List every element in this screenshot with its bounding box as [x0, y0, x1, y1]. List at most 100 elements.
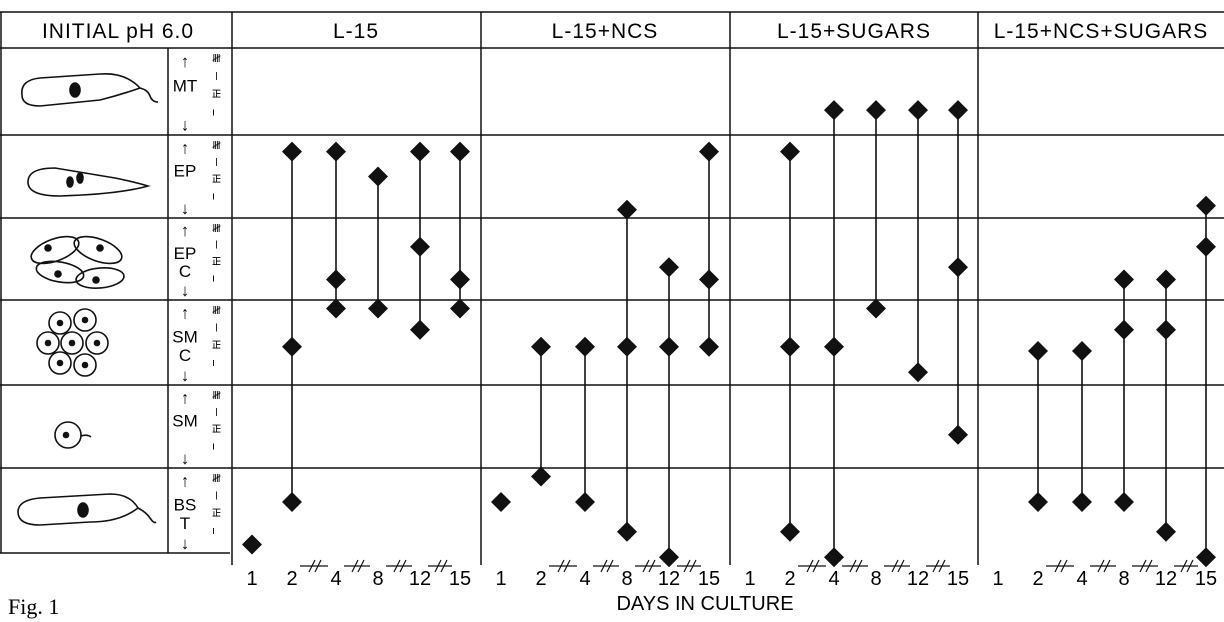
up-arrow-icon: ↑ — [181, 472, 190, 491]
axis-break-mark — [683, 559, 697, 573]
up-arrow-icon: ↑ — [181, 304, 190, 323]
data-point-diamond — [450, 298, 470, 319]
data-point-diamond — [780, 521, 800, 542]
x-tick-label: 12 — [907, 568, 929, 590]
data-point-diamond — [866, 298, 886, 319]
x-tick-label: 15 — [1195, 568, 1217, 590]
bloodstream-trypomastigote-icon — [17, 493, 157, 526]
x-tick-label: 12 — [658, 568, 680, 590]
data-point-diamond — [410, 319, 430, 340]
x-tick-label: 1 — [495, 568, 506, 590]
tally-mark: 𝍷 — [212, 240, 221, 252]
tally-mark: ı — [212, 190, 215, 202]
data-point-diamond — [575, 336, 595, 357]
data-point-diamond — [824, 100, 844, 121]
tally-mark: ı — [212, 106, 215, 118]
tally-mark: 𝍶 — [212, 256, 221, 268]
chart-marks — [242, 100, 1216, 568]
group-header-l15: L-15 — [333, 20, 379, 43]
x-tick-label: 2 — [1032, 568, 1043, 590]
data-point-diamond — [1028, 492, 1048, 512]
stage-subcode: T — [180, 514, 190, 533]
x-tick-label: 1 — [992, 568, 1003, 590]
tally-mark: 𝍷 — [212, 157, 221, 169]
data-point-diamond — [1114, 269, 1134, 290]
data-point-diamond — [531, 336, 551, 357]
data-point-diamond — [242, 534, 262, 555]
data-point-diamond — [699, 336, 719, 357]
data-point-diamond — [410, 236, 430, 257]
data-point-diamond — [659, 336, 679, 357]
data-point-diamond — [1028, 341, 1048, 361]
x-tick-label: 8 — [1118, 568, 1129, 590]
x-tick-label: 1 — [744, 568, 755, 590]
data-point-diamond — [1072, 341, 1092, 361]
sphaeromastigote-cluster-icon — [36, 308, 109, 377]
tally-mark: ı — [212, 525, 215, 537]
axis-break-mark — [600, 559, 614, 573]
down-arrow-icon: ↓ — [181, 449, 190, 468]
data-point-diamond — [948, 100, 968, 121]
data-point-diamond — [824, 547, 844, 568]
data-point-diamond — [617, 336, 637, 357]
tally-mark: 𝍸 — [212, 473, 221, 485]
axis-break-mark — [932, 559, 946, 573]
tally-mark: 𝍸 — [212, 390, 221, 402]
axis-break-mark — [1054, 559, 1068, 573]
stage-subcode: C — [179, 262, 191, 281]
axis-break-mark — [849, 559, 863, 573]
sphaeromastigote-icon — [54, 421, 92, 449]
data-point-diamond — [326, 141, 346, 162]
data-point-diamond — [780, 336, 800, 357]
x-tick-label: 8 — [372, 568, 383, 590]
axis-break-mark — [308, 559, 322, 573]
down-arrow-icon: ↓ — [181, 366, 190, 385]
data-point-diamond — [450, 269, 470, 290]
x-tick-label: 2 — [286, 568, 297, 590]
tally-mark: 𝍶 — [212, 424, 221, 436]
up-arrow-icon: ↑ — [181, 52, 190, 71]
tally-mark: 𝍶 — [212, 508, 221, 520]
data-point-diamond — [326, 269, 346, 290]
tally-mark: 𝍷 — [212, 490, 221, 502]
up-arrow-icon: ↑ — [181, 388, 190, 407]
data-point-diamond — [780, 141, 800, 162]
data-point-diamond — [948, 424, 968, 445]
data-point-diamond — [1196, 195, 1216, 216]
data-point-diamond — [617, 521, 637, 542]
data-point-diamond — [282, 492, 302, 512]
x-tick-label: 15 — [947, 568, 969, 590]
x-tick-label: 2 — [784, 568, 795, 590]
stage-code: SM — [172, 328, 198, 347]
epimastigote-cluster-icon — [30, 235, 125, 289]
data-point-diamond — [368, 298, 388, 319]
tally-mark: ı — [212, 440, 215, 452]
tally-mark: 𝍶 — [212, 340, 221, 352]
data-point-diamond — [368, 166, 388, 187]
data-point-diamond — [491, 492, 511, 512]
x-tick-label: 2 — [535, 568, 546, 590]
tally-mark: 𝍸 — [212, 53, 221, 65]
data-point-diamond — [1114, 319, 1134, 340]
x-tick-label: 15 — [449, 568, 471, 590]
data-point-diamond — [1156, 269, 1176, 290]
grid — [0, 11, 1224, 565]
data-point-diamond — [1156, 521, 1176, 542]
stage-code: EP — [174, 162, 197, 181]
stage-code: EP — [174, 244, 197, 263]
axis-break-mark — [393, 559, 407, 573]
axis-break-mark — [642, 559, 656, 573]
x-tick-label: 1 — [246, 568, 257, 590]
data-point-diamond — [282, 141, 302, 162]
down-arrow-icon: ↓ — [181, 116, 190, 135]
data-point-diamond — [908, 100, 928, 121]
data-point-diamond — [410, 141, 430, 162]
axis-break-mark — [1139, 559, 1153, 573]
data-point-diamond — [1196, 236, 1216, 257]
epimastigote-icon — [27, 167, 151, 197]
tally-mark: 𝍶 — [212, 174, 221, 186]
data-point-diamond — [1072, 492, 1092, 512]
data-point-diamond — [326, 298, 346, 319]
axis-break-mark — [806, 559, 820, 573]
